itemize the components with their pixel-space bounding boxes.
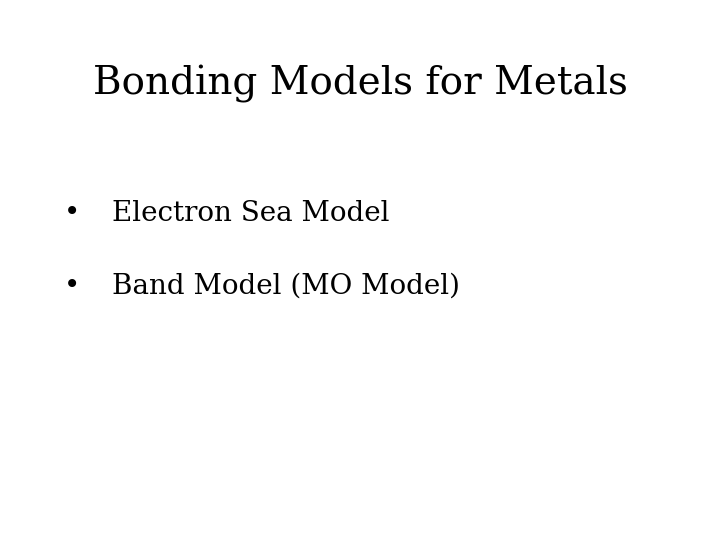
Text: Bonding Models for Metals: Bonding Models for Metals xyxy=(93,65,627,103)
Text: Band Model (MO Model): Band Model (MO Model) xyxy=(112,273,459,300)
Text: •: • xyxy=(64,273,80,300)
Text: •: • xyxy=(64,200,80,227)
Text: Electron Sea Model: Electron Sea Model xyxy=(112,200,389,227)
